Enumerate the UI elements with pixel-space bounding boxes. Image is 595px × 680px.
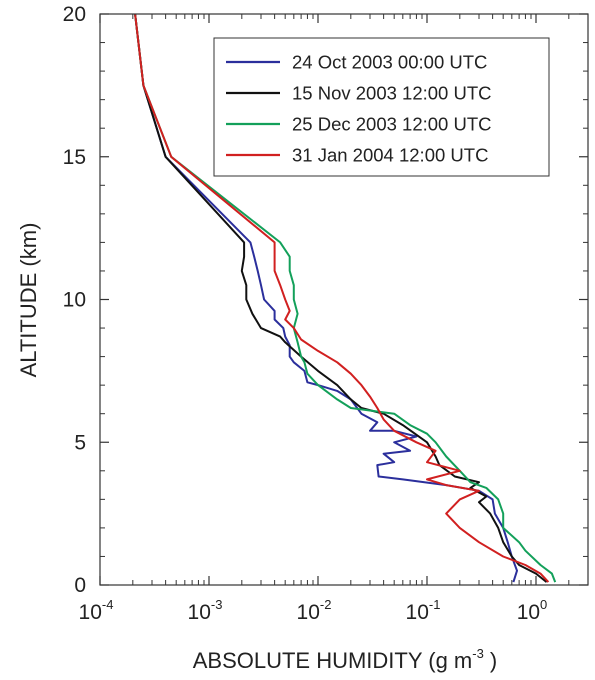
legend-label: 31 Jan 2004 12:00 UTC	[292, 145, 488, 166]
series-line-3	[134, 13, 557, 583]
y-tick-label: 10	[63, 289, 86, 312]
x-tick-label: 10-2	[297, 597, 332, 624]
series-lines	[134, 13, 557, 583]
legend-entries: 24 Oct 2003 00:00 UTC 15 Nov 2003 12:00 U…	[226, 52, 492, 166]
y-tick-label: 5	[74, 431, 86, 454]
x-tick-label: 10-3	[188, 597, 223, 624]
y-axis-title: ALTITUDE (km)	[16, 223, 41, 378]
y-tick-label: 20	[63, 3, 86, 26]
x-axis-title-main: ABSOLUTE HUMIDITY (g m	[193, 648, 473, 673]
series-line-4	[134, 13, 550, 583]
legend-label: 15 Nov 2003 12:00 UTC	[292, 83, 492, 104]
x-tick-labels: 10-4 10-3 10-2 10-1 100	[79, 597, 548, 624]
y-tick-label: 15	[63, 146, 86, 169]
x-tick-label: 100	[517, 597, 548, 624]
axis-ticks	[99, 13, 589, 586]
x-axis-title-close: )	[484, 648, 497, 673]
series-line-1	[134, 13, 518, 583]
y-tick-labels: 0 5 10 15 20	[63, 3, 86, 597]
legend-label: 25 Dec 2003 12:00 UTC	[292, 114, 492, 135]
x-tick-label: 10-4	[79, 597, 114, 624]
x-axis-title: ABSOLUTE HUMIDITY (g m-3 )	[193, 646, 498, 673]
legend-label: 24 Oct 2003 00:00 UTC	[292, 52, 487, 73]
x-axis-title-exponent: -3	[472, 646, 484, 661]
legend: 24 Oct 2003 00:00 UTC 15 Nov 2003 12:00 U…	[213, 37, 550, 177]
y-tick-label: 0	[74, 574, 86, 597]
x-tick-label: 10-1	[406, 597, 441, 624]
